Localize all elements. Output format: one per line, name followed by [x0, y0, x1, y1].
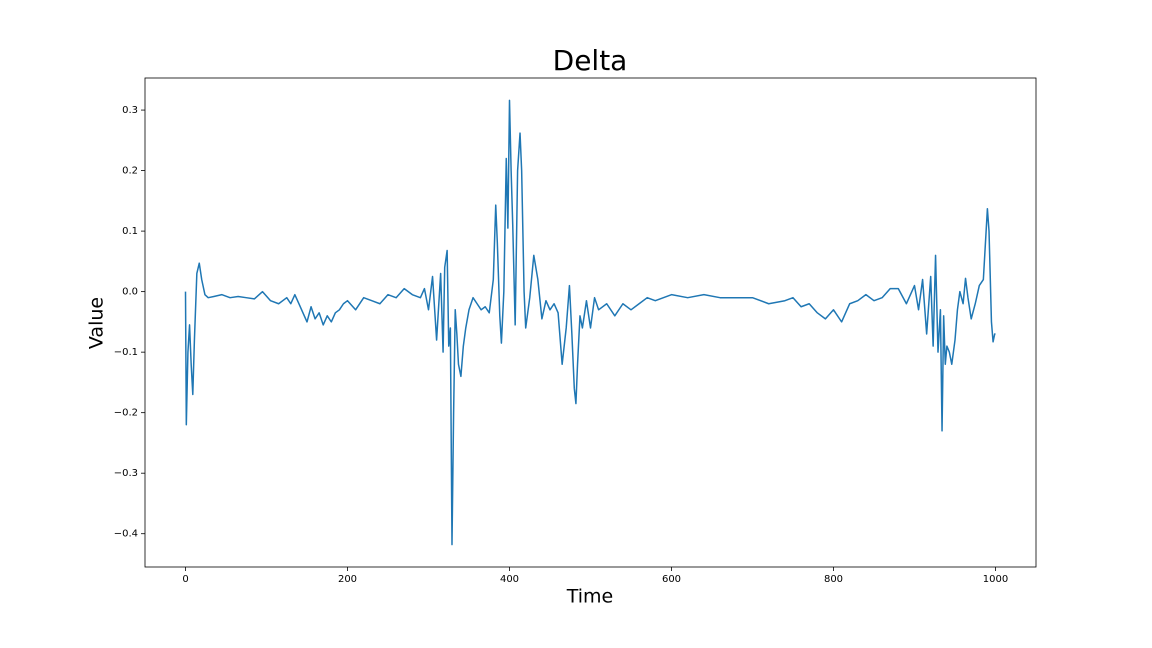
- y-tick-label: −0.4: [114, 529, 138, 540]
- x-tick-label: 200: [338, 574, 357, 585]
- y-tick-label: −0.1: [114, 347, 138, 358]
- x-tick-label: 400: [500, 574, 519, 585]
- x-axis-label: Time: [566, 586, 614, 608]
- data-line: [184, 99, 996, 546]
- x-tick-label: 800: [824, 574, 843, 585]
- y-tick-label: 0.2: [122, 166, 138, 177]
- y-tick-label: 0.0: [122, 287, 138, 298]
- y-tick-label: −0.2: [114, 408, 138, 419]
- y-tick-label: −0.3: [114, 468, 138, 479]
- y-tick-label: 0.3: [122, 105, 138, 116]
- x-tick-label: 1000: [983, 574, 1008, 585]
- x-tick-label: 600: [662, 574, 681, 585]
- y-tick-label: 0.1: [122, 226, 138, 237]
- y-axis-label: Value: [86, 297, 108, 349]
- plot-frame: [144, 77, 1037, 568]
- x-tick-label: 0: [182, 574, 188, 585]
- chart-title: Delta: [553, 44, 628, 77]
